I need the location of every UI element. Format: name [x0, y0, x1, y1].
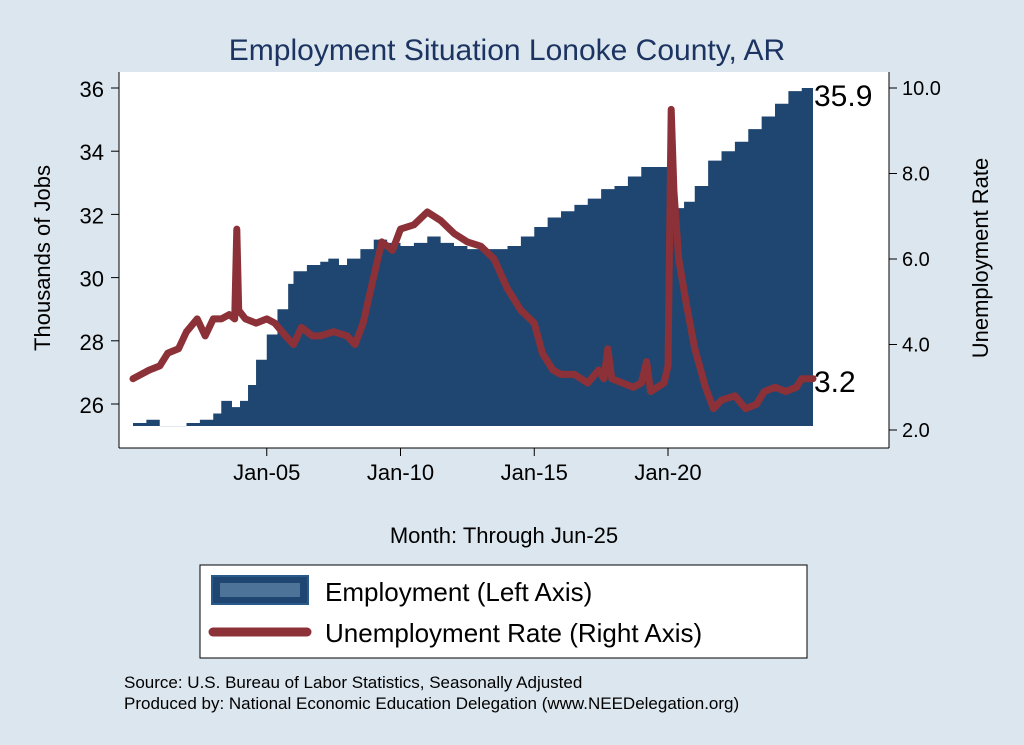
unemployment-line [129, 105, 817, 413]
left-axis-ticks: 26 28 30 32 34 36 [80, 77, 119, 418]
left-tick-label: 36 [80, 77, 104, 102]
right-tick-label: 10.0 [902, 78, 941, 100]
y-left-label: Thousands of Jobs [30, 165, 55, 351]
right-tick-label: 8.0 [902, 164, 930, 186]
x-tick-label: Jan-15 [501, 460, 568, 485]
x-axis-ticks: Jan-05 Jan-10 Jan-15 Jan-20 [233, 448, 702, 485]
right-tick-label: 2.0 [902, 420, 930, 442]
x-tick-label: Jan-10 [367, 460, 434, 485]
right-tick-label: 6.0 [902, 249, 930, 271]
right-axis-ticks: 2.0 4.0 6.0 8.0 10.0 [889, 78, 941, 442]
source-line-2: Produced by: National Economic Education… [124, 694, 739, 713]
x-axis-label: Month: Through Jun-25 [390, 523, 618, 548]
legend-swatch-employment-inner [220, 583, 300, 597]
employment-area [133, 88, 813, 427]
left-tick-label: 30 [80, 267, 104, 292]
legend-label-employment: Employment (Left Axis) [325, 577, 592, 607]
chart-title: Employment Situation Lonoke County, AR [229, 34, 785, 67]
left-tick-label: 34 [80, 140, 104, 165]
left-tick-label: 32 [80, 203, 104, 228]
x-tick-label: Jan-20 [634, 460, 701, 485]
right-tick-label: 4.0 [902, 335, 930, 357]
legend: Employment (Left Axis) Unemployment Rate… [199, 564, 808, 659]
left-tick-label: 26 [80, 393, 104, 418]
source-line-1: Source: U.S. Bureau of Labor Statistics,… [124, 673, 582, 692]
x-tick-label: Jan-05 [233, 460, 300, 485]
y-right-label: Unemployment Rate [968, 158, 993, 359]
employment-end-label: 35.9 [814, 80, 872, 113]
legend-label-unemployment: Unemployment Rate (Right Axis) [325, 618, 702, 648]
unemployment-end-label: 3.2 [814, 366, 856, 399]
left-tick-label: 28 [80, 330, 104, 355]
